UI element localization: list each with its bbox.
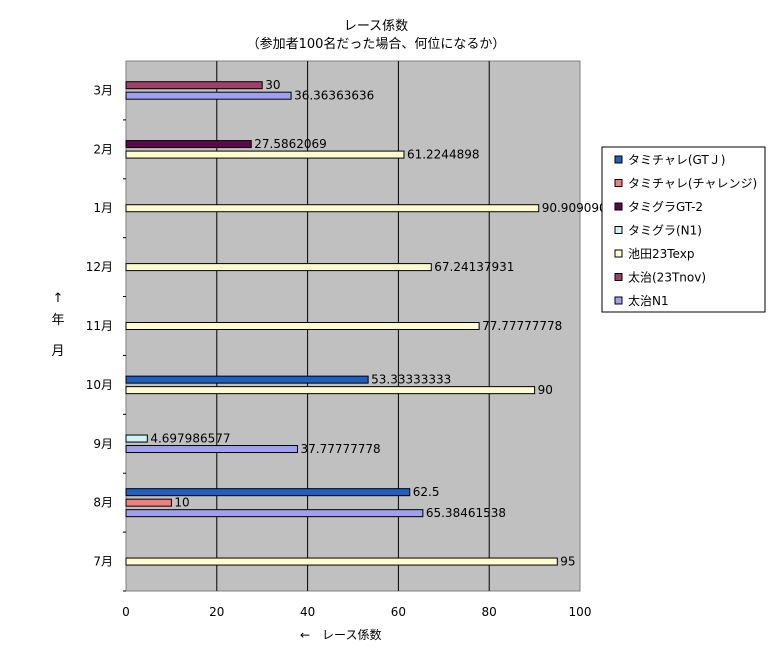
data-label: 4.697986577 xyxy=(150,432,230,446)
bar- xyxy=(125,498,172,507)
data-labels: 95 65.38461538 10 62.5 37.77777778 4.69798657… xyxy=(150,78,622,568)
category-label: 2月 xyxy=(93,142,113,156)
legend-swatch xyxy=(614,179,623,187)
category-label: 10月 xyxy=(86,378,113,392)
bar-23texp xyxy=(125,322,480,330)
data-label: 77.77777778 xyxy=(482,319,562,333)
data-label: 90 xyxy=(538,383,553,397)
bar-gt xyxy=(125,488,411,497)
legend-entry: タミグラGT-2 xyxy=(628,200,703,214)
bar-n1 xyxy=(125,434,148,443)
legend-items: タミチャレ(GTＪ) タミチャレ(チャレンジ) タミグラGT-2 タミグラ(N1) 池田… xyxy=(614,153,757,308)
x-tick-label-80: 80 xyxy=(482,605,497,619)
data-label: 37.77777778 xyxy=(301,442,381,456)
x-tick-label-20: 20 xyxy=(209,605,224,619)
category-label: 7月 xyxy=(93,555,113,569)
data-label: 61.2244898 xyxy=(407,148,480,162)
data-label: 30 xyxy=(265,78,280,92)
x-tick-label-60: 60 xyxy=(391,605,406,619)
legend-box xyxy=(601,146,766,313)
chart-subtitle: （参加者100名だった場合、何位になるか） xyxy=(247,36,506,52)
bar-gt xyxy=(125,375,369,384)
data-label: 95 xyxy=(560,555,575,569)
category-label: 3月 xyxy=(93,83,113,97)
legend-swatch xyxy=(614,273,623,281)
legend-swatch xyxy=(614,296,623,305)
x-axis-label: ← レース係数 xyxy=(300,627,381,642)
category-label: 8月 xyxy=(93,496,113,510)
bar-n1 xyxy=(125,445,299,454)
bar-23texp xyxy=(125,150,405,159)
legend-swatch xyxy=(614,226,623,234)
legend-entry: タミグラ(N1) xyxy=(628,224,702,238)
legend-entry: 太治N1 xyxy=(628,293,669,308)
data-label: 65.38461538 xyxy=(426,506,506,520)
legend-entry: 池田23Texp xyxy=(628,247,694,261)
bar-23tnov xyxy=(125,81,263,90)
legend-swatch xyxy=(614,202,623,211)
bar-23texp xyxy=(125,557,558,566)
x-tick-label-100: 100 xyxy=(569,605,592,619)
bar-23texp xyxy=(125,263,432,272)
bar-gt-2 xyxy=(125,140,252,149)
x-tick-label-0: 0 xyxy=(122,605,130,619)
bar-23texp xyxy=(125,386,536,395)
y-axis-label-year: 年 xyxy=(51,313,64,328)
category-labels: 7月 8月 9月 10月 11月 12月 1月 2月 3月 xyxy=(86,83,113,568)
category-ticks xyxy=(123,119,126,592)
bar-n1 xyxy=(125,91,292,100)
chart-title: レース係数 xyxy=(344,19,408,34)
data-label: 36.36363636 xyxy=(294,89,374,103)
category-label: 1月 xyxy=(93,201,113,215)
bar-23texp xyxy=(125,204,540,213)
legend-entry: 太治(23Tnov) xyxy=(628,270,706,285)
legend: タミチャレ(GTＪ) タミチャレ(チャレンジ) タミグラGT-2 タミグラ(N1) 池田… xyxy=(601,146,766,313)
category-label: 11月 xyxy=(86,319,113,333)
legend-swatch xyxy=(614,155,623,164)
category-label: 9月 xyxy=(93,437,113,451)
y-axis-label-arrow: ↑ xyxy=(53,291,64,306)
legend-entry: タミチャレ(チャレンジ) xyxy=(628,177,757,191)
bar-n1 xyxy=(125,509,424,518)
data-label: 27.5862069 xyxy=(254,137,327,151)
legend-swatch xyxy=(614,249,623,258)
x-tick-labels: 0 20 40 60 80 100 xyxy=(122,605,591,619)
data-label: 10 xyxy=(174,496,189,510)
x-tick-label-40: 40 xyxy=(300,605,315,619)
data-label: 67.24137931 xyxy=(434,260,514,274)
data-label: 53.33333333 xyxy=(371,373,451,387)
legend-entry: タミチャレ(GTＪ) xyxy=(628,153,725,167)
category-label: 12月 xyxy=(86,260,113,274)
data-label: 62.5 xyxy=(413,485,440,499)
bars xyxy=(125,81,558,566)
y-axis-label-month: 月 xyxy=(51,344,64,359)
